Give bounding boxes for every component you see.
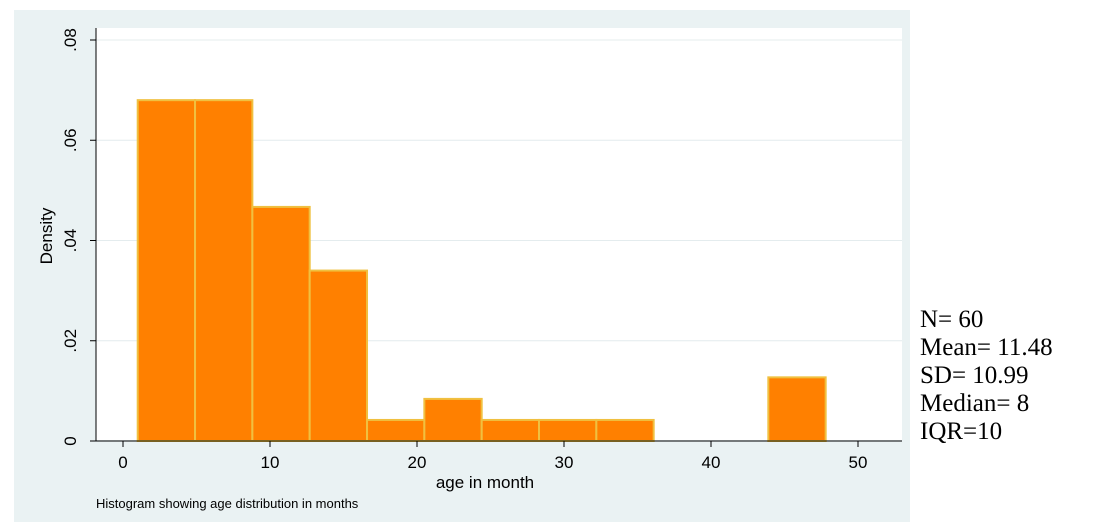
stat-iqr: IQR=10 <box>920 418 1003 445</box>
histogram-bar-11 <box>767 376 827 442</box>
histogram-bar-7 <box>538 418 598 443</box>
x-tick-label-5: 50 <box>849 453 868 472</box>
histogram-bar-0 <box>136 99 197 443</box>
histogram-bar-4 <box>366 418 426 443</box>
histogram-bar-1 <box>194 99 254 443</box>
y-tick-label-2: .04 <box>61 229 80 253</box>
x-tick-label-1: 10 <box>261 453 280 472</box>
y-axis-label: Density <box>37 207 56 264</box>
histogram-bar-5 <box>423 397 483 442</box>
x-axis-ticks: 0 10 20 30 40 50 <box>118 441 867 472</box>
stat-mean: Mean= 11.48 <box>920 334 1053 361</box>
x-tick-label-0: 0 <box>118 453 127 472</box>
x-axis-label: age in month <box>436 473 534 492</box>
stat-sd: SD= 10.99 <box>920 362 1029 389</box>
stat-n: N= 60 <box>920 306 984 333</box>
summary-statistics: N= 60 Mean= 11.48 SD= 10.99 Median= 8 IQ… <box>920 306 1053 446</box>
histogram-bar-3 <box>308 269 369 443</box>
histogram-bar-6 <box>480 418 541 443</box>
x-tick-label-4: 40 <box>702 453 721 472</box>
y-tick-label-1: .02 <box>61 329 80 353</box>
y-tick-label-3: .06 <box>61 128 80 152</box>
histogram-bar-8 <box>595 418 655 443</box>
x-tick-label-2: 20 <box>408 453 427 472</box>
stat-median: Median= 8 <box>920 390 1030 417</box>
histogram-bar-2 <box>251 205 311 442</box>
y-axis-ticks: 0 .02 .04 .06 .08 <box>61 28 96 446</box>
x-tick-label-3: 30 <box>555 453 574 472</box>
y-tick-label-0: 0 <box>61 436 80 445</box>
y-tick-label-4: .08 <box>61 28 80 52</box>
chart-note: Histogram showing age distribution in mo… <box>96 496 359 511</box>
